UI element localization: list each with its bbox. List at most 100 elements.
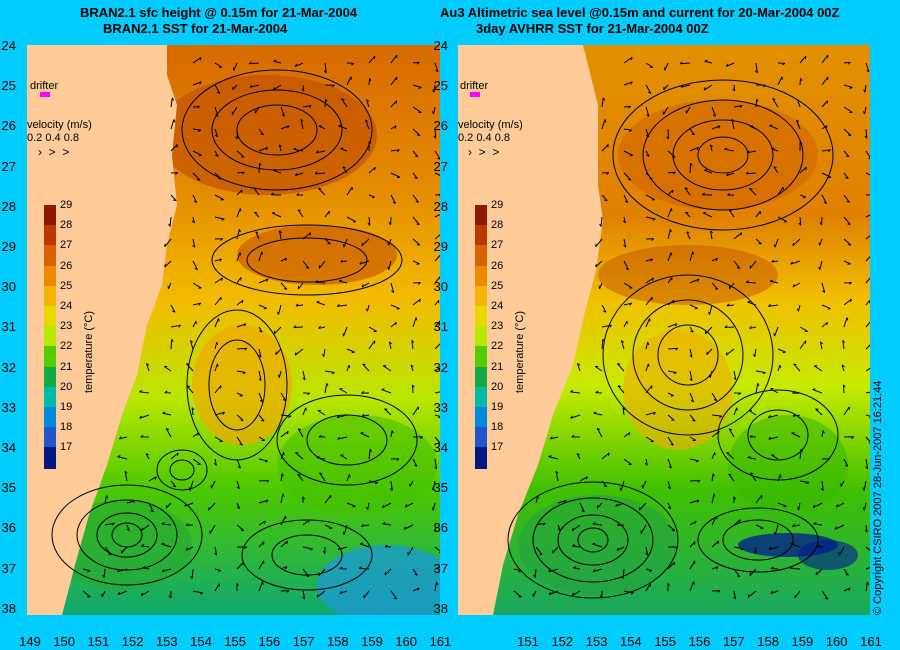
current-arrow [790,543,801,548]
current-arrow [724,148,735,152]
current-arrow [711,430,720,438]
colorbar-tick-label: 26 [491,259,504,272]
left-map-panel[interactable] [27,45,440,615]
current-arrow [275,348,282,355]
current-arrow [645,436,654,442]
current-arrow [258,479,269,482]
current-arrow [842,384,845,394]
current-arrow [594,366,603,372]
current-arrow [689,541,696,548]
current-arrow [361,414,370,417]
current-arrow [821,76,829,86]
colorbar-tick-label: 23 [491,320,504,333]
right-current-arrows [513,54,870,600]
current-arrow [161,543,172,548]
current-arrow [434,391,440,394]
latitude-tick-label: 27 [1,158,16,174]
current-arrow [864,84,867,93]
drifter-label-left: drifter [30,80,59,92]
current-arrow [302,84,305,92]
current-arrow [557,524,561,531]
current-arrow [815,568,823,576]
current-arrow [170,97,173,108]
current-arrow [570,391,581,394]
current-arrow [790,260,801,265]
current-arrow [236,524,245,531]
current-arrow [733,370,737,380]
latitude-tick-label: 32 [433,359,448,375]
current-arrow [258,163,261,174]
current-arrow [126,524,130,531]
current-arrow [667,299,675,306]
colorbar-tick-label: 21 [60,360,73,373]
colorbar-swatch [475,407,487,429]
current-arrow [346,502,356,507]
current-arrow [733,546,744,550]
longitude-tick-label: 152 [551,634,574,649]
current-arrow [843,317,848,328]
current-arrow [433,84,436,93]
current-arrow [704,169,713,174]
colorbar-tick-label: 17 [491,441,504,454]
current-arrow [119,436,128,440]
current-arrow [214,128,219,137]
longitude-tick-label: 151 [517,634,539,649]
current-arrow [170,452,179,460]
current-arrow [346,216,357,223]
latitude-tick-label: 33 [1,399,16,415]
current-arrow [280,452,285,460]
right-map-panel[interactable] [458,45,870,615]
current-arrow [368,55,376,64]
current-arrow [278,304,282,315]
current-arrow [382,523,392,526]
current-arrow [623,150,633,156]
longitude-tick-label: 152 [121,634,144,649]
current-arrow [711,540,719,548]
current-arrow [140,524,150,532]
current-arrow [843,172,849,179]
current-arrow [410,364,414,372]
current-arrow [258,392,264,403]
current-arrow [214,106,219,117]
current-arrow [747,301,757,306]
current-arrow [798,502,801,510]
current-arrow [185,546,194,551]
current-arrow [623,282,633,289]
current-arrow [104,546,112,556]
current-arrow [324,62,327,73]
current-arrow [145,453,150,460]
colorbar-swatch [44,306,56,328]
current-arrow [726,304,735,307]
current-arrow [407,546,414,556]
current-arrow [724,326,735,329]
colorbar-swatch [475,306,487,328]
current-arrow [645,106,650,117]
current-arrow [302,232,311,240]
current-arrow [729,282,735,290]
current-arrow [622,568,625,579]
current-arrow [434,299,440,306]
current-arrow [315,172,326,175]
current-arrow [337,304,348,307]
current-arrow [280,282,288,290]
current-arrow [821,282,826,293]
current-arrow [170,119,175,130]
current-arrow [214,583,220,592]
current-arrow [324,524,333,529]
current-arrow [280,414,291,417]
current-arrow [254,106,260,114]
longitude-tick-label: 159 [361,634,383,649]
current-arrow [258,499,269,504]
current-arrow [315,281,326,284]
current-arrow [711,392,718,401]
current-arrow [254,211,260,218]
current-arrow [733,590,737,600]
current-arrow [865,277,870,284]
current-arrow [249,84,260,88]
current-arrow [771,148,779,152]
current-arrow [599,282,603,289]
longitude-tick-label: 153 [155,634,178,649]
current-arrow [622,407,625,416]
current-arrow [366,99,370,108]
current-arrow [755,383,759,394]
